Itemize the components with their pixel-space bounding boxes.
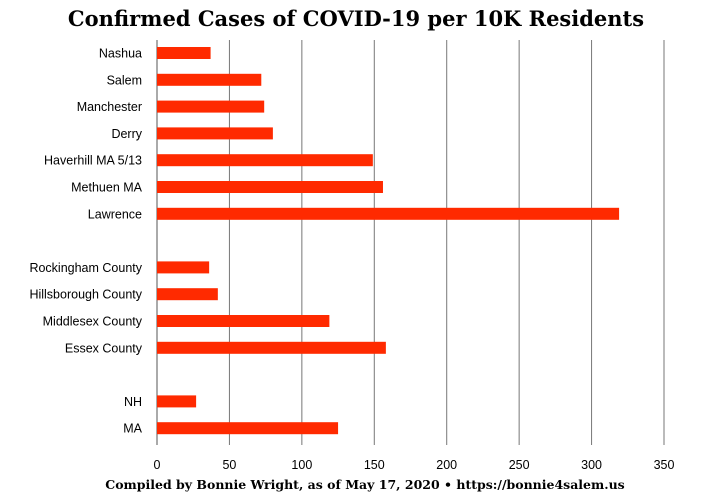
category-label: Methuen MA — [71, 181, 143, 195]
category-label: NH — [124, 395, 142, 409]
bar — [157, 288, 218, 301]
category-label: Derry — [111, 127, 142, 141]
x-tick-labels: 0 50 100 150 200 250 300 350 — [154, 458, 675, 472]
bar — [157, 422, 339, 435]
bar — [157, 47, 211, 59]
category-label: Hillsborough County — [29, 288, 142, 302]
bar — [157, 154, 373, 167]
x-tick-label: 300 — [581, 458, 602, 472]
x-tick-label: 100 — [291, 458, 312, 472]
bar — [157, 73, 262, 86]
bar — [157, 181, 383, 193]
bar — [157, 341, 386, 354]
x-tick-label: 200 — [436, 458, 457, 472]
x-tick-label: 50 — [222, 458, 236, 472]
bar — [157, 207, 620, 220]
category-labels: Nashua Salem Manchester Derry Haverhill MA 5… — [29, 47, 142, 436]
bar — [157, 395, 197, 408]
category-label: MA — [123, 422, 142, 436]
category-label: Lawrence — [88, 207, 142, 221]
x-tick-label: 150 — [364, 458, 385, 472]
category-label: Manchester — [77, 100, 142, 114]
chart-title: Confirmed Cases of COVID-19 per 10K Resi… — [68, 6, 644, 31]
category-label: Haverhill MA 5/13 — [44, 154, 142, 168]
bar — [157, 261, 210, 274]
bar — [157, 100, 265, 113]
category-label: Rockingham County — [29, 261, 142, 275]
chart-footer: Compiled by Bonnie Wright, as of May 17,… — [105, 477, 624, 492]
x-tick-label: 0 — [154, 458, 161, 472]
category-label: Essex County — [65, 341, 143, 355]
bar — [157, 315, 330, 327]
x-tick-label: 350 — [654, 458, 675, 472]
category-label: Middlesex County — [43, 315, 143, 329]
x-tick-label: 250 — [509, 458, 530, 472]
category-label: Salem — [107, 73, 142, 87]
bar-layer — [157, 47, 620, 435]
category-label: Nashua — [99, 47, 142, 61]
bar — [157, 127, 273, 140]
